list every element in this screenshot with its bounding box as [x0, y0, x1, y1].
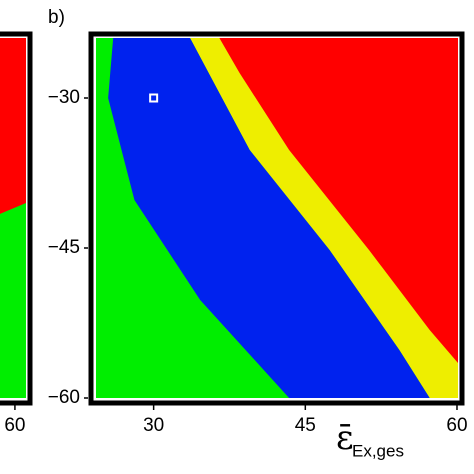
frame [88, 31, 465, 406]
x-axis-label-sub: Ex,ges [352, 441, 404, 460]
frame [0, 31, 33, 406]
region [0, 38, 26, 214]
panel-label: b) [48, 7, 65, 28]
y-tick-label: −60 [48, 387, 80, 408]
y-tick-label: −30 [48, 87, 80, 108]
marker [149, 93, 159, 103]
x-tick-label: 30 [143, 415, 164, 436]
region [108, 38, 430, 398]
x-axis-label: ε̄ [336, 418, 354, 458]
x-tick-label: 45 [295, 415, 316, 436]
x-tick-label: 60 [446, 415, 467, 436]
region [219, 38, 458, 363]
x-tick-label: 60 [4, 415, 25, 436]
y-tick-label: −45 [48, 237, 80, 258]
